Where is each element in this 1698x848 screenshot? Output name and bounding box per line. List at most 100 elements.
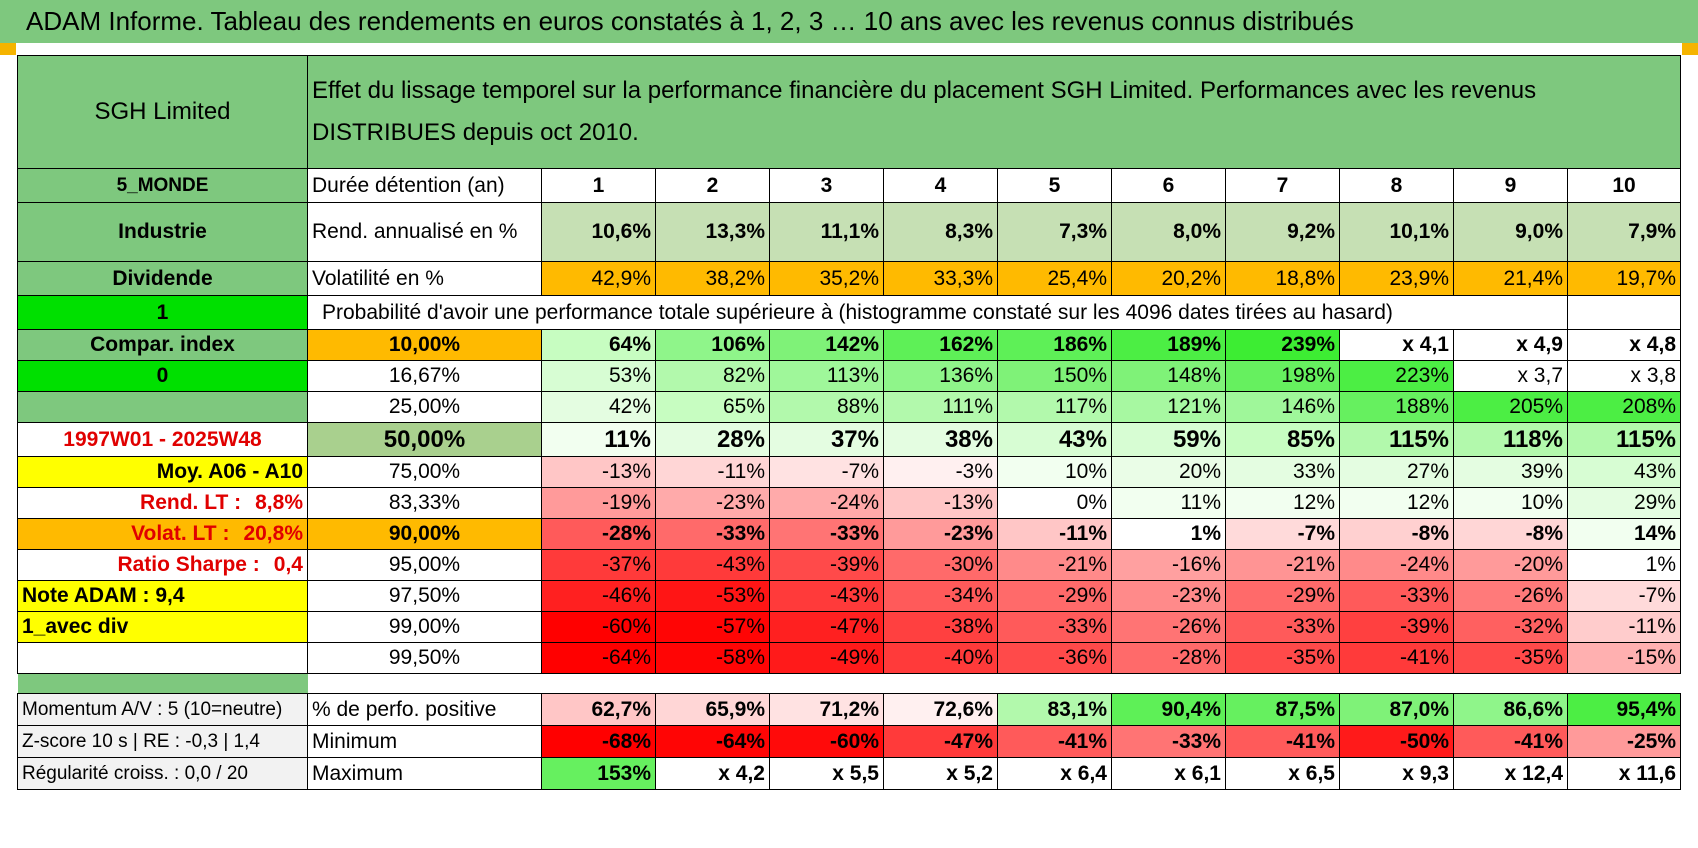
- prob-value-cell: x 3,8: [1566, 360, 1682, 392]
- prob-value-cell: 14%: [1566, 518, 1682, 550]
- prob-value-cell: 106%: [655, 329, 770, 361]
- prob-value-cell: 118%: [1453, 422, 1568, 457]
- prob-value-cell: -41%: [1339, 642, 1454, 674]
- prob-value-cell: -28%: [541, 518, 656, 550]
- prob-value-cell: 88%: [769, 391, 884, 423]
- prob-value-cell: -21%: [1225, 549, 1340, 581]
- bottom-value-cell: -47%: [883, 725, 998, 758]
- left-empty: [17, 642, 308, 674]
- period-label: 1997W01 - 2025W48: [17, 422, 308, 457]
- prob-value-cell: -13%: [883, 487, 998, 519]
- bottom-value-cell: x 5,2: [883, 757, 998, 790]
- duration-cell: 8: [1339, 168, 1454, 203]
- bottom-value-cell: x 4,2: [655, 757, 770, 790]
- prob-value-cell: x 4,1: [1339, 329, 1454, 361]
- bottom-value-cell: 90,4%: [1111, 693, 1226, 726]
- duration-cell: 6: [1111, 168, 1226, 203]
- percentile-cell: 16,67%: [307, 360, 542, 392]
- spacer-green: [17, 673, 308, 694]
- volat-lt-label: Volat. LT :: [131, 522, 230, 545]
- bottom-value-cell: x 6,4: [997, 757, 1112, 790]
- prob-value-cell: -35%: [1453, 642, 1568, 674]
- sharpe: Ratio Sharpe : 0,4: [17, 549, 308, 581]
- bottom-value-cell: -41%: [997, 725, 1112, 758]
- prob-value-cell: 10%: [1453, 487, 1568, 519]
- percentile-cell: 10,00%: [307, 329, 542, 361]
- prob-value-cell: -39%: [1339, 611, 1454, 643]
- bottom-value-cell: 83,1%: [997, 693, 1112, 726]
- prob-value-cell: -20%: [1453, 549, 1568, 581]
- prob-value-cell: -29%: [997, 580, 1112, 612]
- vol-cell: 23,9%: [1339, 261, 1454, 296]
- prob-value-cell: -33%: [1339, 580, 1454, 612]
- prob-value-cell: -28%: [1111, 642, 1226, 674]
- duration-cell: 9: [1453, 168, 1568, 203]
- prob-value-cell: 42%: [541, 391, 656, 423]
- rend-cell: 10,6%: [541, 202, 656, 262]
- prob-value-cell: -43%: [655, 549, 770, 581]
- prob-value-cell: x 3,7: [1453, 360, 1568, 392]
- prob-value-cell: 27%: [1339, 456, 1454, 488]
- bottom-value-cell: -68%: [541, 725, 656, 758]
- rend-cell: 10,1%: [1339, 202, 1454, 262]
- prob-value-cell: 38%: [883, 422, 998, 457]
- prob-value-cell: -8%: [1453, 518, 1568, 550]
- zone-label: 5_MONDE: [17, 168, 308, 203]
- flag-one: 1: [17, 295, 308, 330]
- fund-name: SGH Limited: [17, 55, 308, 169]
- duration-cell: 2: [655, 168, 770, 203]
- prob-value-cell: -16%: [1111, 549, 1226, 581]
- prob-value-cell: -7%: [1225, 518, 1340, 550]
- table-header-text: Effet du lissage temporel sur la perform…: [306, 55, 1682, 169]
- prob-value-cell: -53%: [655, 580, 770, 612]
- prob-value-cell: 113%: [769, 360, 884, 392]
- vol-label: Volatilité en %: [307, 261, 542, 296]
- duration-cell: 10: [1566, 168, 1682, 203]
- prob-value-cell: -38%: [883, 611, 998, 643]
- prob-value-cell: -11%: [655, 456, 770, 488]
- report-title: ADAM Informe. Tableau des rendements en …: [0, 0, 1698, 43]
- vol-cell: 20,2%: [1111, 261, 1226, 296]
- bottom-value-cell: 95,4%: [1566, 693, 1682, 726]
- prob-value-cell: -8%: [1339, 518, 1454, 550]
- prob-value-cell: -39%: [769, 549, 884, 581]
- prob-value-cell: -49%: [769, 642, 884, 674]
- avec-div: 1_avec div: [17, 611, 308, 643]
- sector-label: Industrie: [17, 202, 308, 262]
- prob-value-cell: 43%: [997, 422, 1112, 457]
- prob-value-cell: -36%: [997, 642, 1112, 674]
- prob-value-cell: -7%: [769, 456, 884, 488]
- prob-value-cell: 188%: [1339, 391, 1454, 423]
- vol-cell: 25,4%: [997, 261, 1112, 296]
- rend-cell: 13,3%: [655, 202, 770, 262]
- bottom-value-cell: 65,9%: [655, 693, 770, 726]
- duration-cell: 7: [1225, 168, 1340, 203]
- prob-value-cell: 65%: [655, 391, 770, 423]
- prob-value-cell: 12%: [1225, 487, 1340, 519]
- momentum-label: Momentum A/V : 5 (10=neutre): [17, 693, 308, 726]
- bottom-value-cell: -41%: [1225, 725, 1340, 758]
- prob-value-cell: -24%: [1339, 549, 1454, 581]
- prob-value-cell: 186%: [997, 329, 1112, 361]
- prob-value-cell: 43%: [1566, 456, 1682, 488]
- prob-value-cell: -46%: [541, 580, 656, 612]
- prob-value-cell: 223%: [1339, 360, 1454, 392]
- prob-value-cell: -7%: [1566, 580, 1682, 612]
- rend-lt-label: Rend. LT :: [140, 491, 242, 514]
- bottom-row-label: % de perfo. positive: [307, 693, 542, 726]
- rend-cell: 9,0%: [1453, 202, 1568, 262]
- bottom-row-label: Maximum: [307, 757, 542, 790]
- prob-value-cell: 0%: [997, 487, 1112, 519]
- prob-value-cell: -32%: [1453, 611, 1568, 643]
- percentile-cell: 99,00%: [307, 611, 542, 643]
- dividend-label: Dividende: [17, 261, 308, 296]
- percentile-cell: 95,00%: [307, 549, 542, 581]
- volat-lt-value: 20,8%: [243, 522, 303, 545]
- compar-index-label: Compar. index: [17, 329, 308, 361]
- duration-cell: 3: [769, 168, 884, 203]
- prob-value-cell: -47%: [769, 611, 884, 643]
- bottom-value-cell: -50%: [1339, 725, 1454, 758]
- prob-value-cell: -23%: [883, 518, 998, 550]
- rend-cell: 11,1%: [769, 202, 884, 262]
- vol-cell: 42,9%: [541, 261, 656, 296]
